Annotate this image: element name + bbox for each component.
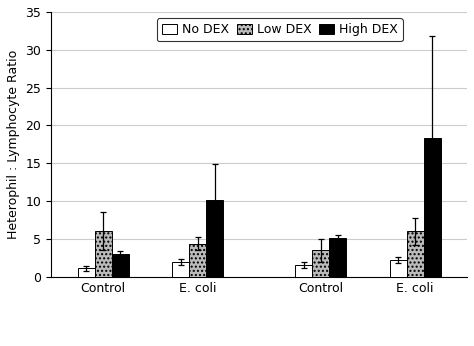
Legend: No DEX, Low DEX, High DEX: No DEX, Low DEX, High DEX bbox=[157, 18, 403, 41]
Bar bbox=[95, 231, 111, 277]
Bar bbox=[390, 260, 407, 277]
Bar bbox=[78, 268, 95, 277]
Bar bbox=[329, 238, 346, 277]
Bar bbox=[206, 200, 223, 277]
Bar bbox=[111, 254, 128, 277]
Y-axis label: Heterophil : Lymphocyte Ratio: Heterophil : Lymphocyte Ratio bbox=[7, 50, 20, 239]
Bar bbox=[407, 231, 424, 277]
Bar bbox=[312, 250, 329, 277]
Bar bbox=[295, 265, 312, 277]
Bar bbox=[172, 262, 189, 277]
Bar bbox=[189, 244, 206, 277]
Bar bbox=[424, 138, 441, 277]
